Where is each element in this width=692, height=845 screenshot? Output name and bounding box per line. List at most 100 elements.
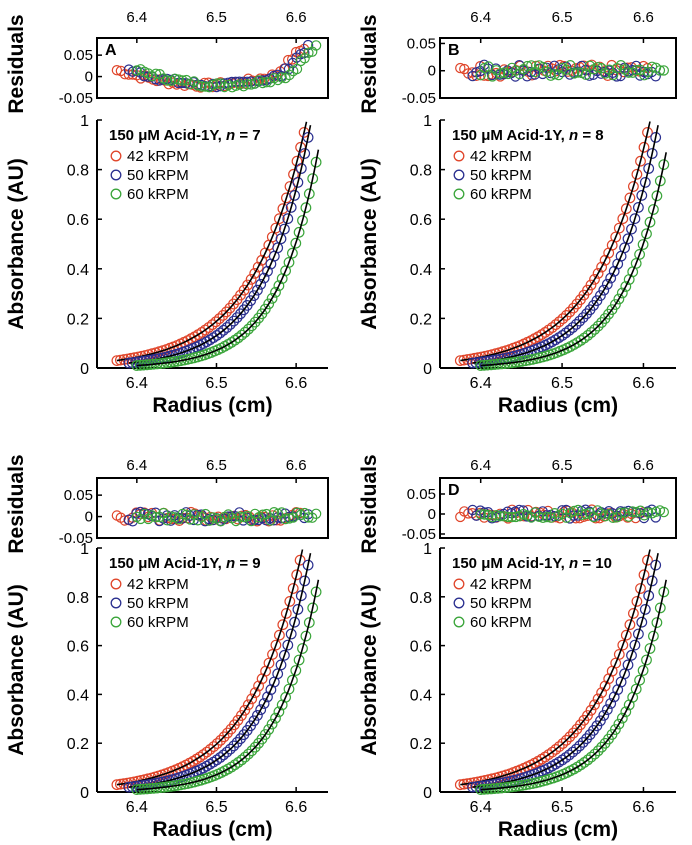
- residuals-y-tick-label: -0.05: [59, 530, 93, 547]
- residual-point: [200, 81, 211, 92]
- residual-point: [510, 511, 521, 523]
- absorbance-point: [229, 334, 241, 346]
- legend-marker: [110, 169, 122, 181]
- absorbance-y-tick-label: 0: [80, 361, 89, 378]
- top-x-tick-label: 6.4: [470, 9, 491, 26]
- legend-label: 42 kRPM: [470, 576, 532, 593]
- radius-axis-label: Radius (cm): [498, 818, 618, 841]
- condition-title-value: = 9: [235, 555, 260, 572]
- absorbance-point: [228, 315, 240, 327]
- condition-title-n: n: [569, 127, 578, 144]
- residual-point: [204, 515, 215, 526]
- residual-point: [495, 511, 506, 522]
- residual-point: [299, 53, 310, 64]
- absorbance-point: [596, 687, 607, 699]
- absorbance-point: [222, 727, 233, 739]
- legend-label: 50 kRPM: [127, 595, 189, 612]
- absorbance-point: [651, 190, 663, 202]
- absorbance-y-tick-label: 1: [423, 113, 432, 130]
- residual-point: [284, 69, 295, 81]
- absorbance-point: [642, 554, 653, 566]
- absorbance-point: [275, 659, 287, 671]
- absorbance-point: [589, 324, 601, 335]
- absorbance-point: [520, 355, 531, 367]
- absorbance-point: [218, 731, 230, 743]
- absorbance-point: [617, 213, 629, 225]
- condition-title-text: 150 μM Acid-1Y,: [109, 127, 226, 144]
- absorbance-point: [249, 268, 261, 279]
- absorbance-point: [224, 319, 236, 330]
- absorbance-point: [263, 724, 275, 735]
- absorbance-y-tick-label: 0.6: [67, 639, 89, 656]
- absorbance-point: [284, 596, 296, 607]
- absorbance-point: [582, 754, 594, 766]
- residual-point: [188, 76, 200, 87]
- residual-point: [623, 511, 634, 522]
- residual-point: [215, 78, 226, 89]
- absorbance-point: [619, 242, 630, 254]
- residual-point: [658, 506, 670, 518]
- absorbance-point: [620, 629, 632, 641]
- absorbance-point: [199, 324, 211, 336]
- absorbance-point: [585, 327, 597, 338]
- residuals-axis-label: Residuals: [358, 14, 381, 113]
- residual-point: [181, 74, 192, 86]
- absorbance-point: [255, 278, 267, 290]
- absorbance-point: [292, 604, 304, 615]
- absorbance-point: [585, 704, 597, 716]
- residual-point: [537, 512, 549, 524]
- residual-point: [584, 60, 596, 71]
- absorbance-point: [248, 290, 260, 302]
- residual-point: [627, 506, 638, 517]
- absorbance-point: [582, 330, 594, 341]
- residual-point: [127, 66, 138, 77]
- absorbance-point: [589, 274, 600, 285]
- absorbance-y-tick-label: 0.6: [410, 212, 432, 229]
- absorbance-point: [595, 290, 606, 302]
- residual-point: [475, 509, 486, 520]
- absorbance-point: [636, 616, 648, 628]
- fit-curve: [480, 579, 667, 791]
- absorbance-y-tick-label: 0: [80, 785, 89, 802]
- absorbance-point: [633, 628, 644, 640]
- absorbance-point: [266, 718, 278, 730]
- absorbance-point: [568, 727, 579, 739]
- residuals-axis-label: Residuals: [5, 14, 28, 113]
- absorbance-point: [310, 586, 322, 598]
- panel-1: 0.05 0 -0.05 6.4 6.5 6.6 Residuals A 1 0.8 0.6 0.4 0…: [5, 9, 329, 417]
- absorbance-point: [249, 741, 261, 753]
- top-x-tick-label: 6.4: [126, 9, 147, 26]
- absorbance-point: [267, 649, 278, 660]
- absorbance-point: [297, 215, 308, 226]
- legend-label: 42 kRPM: [127, 576, 189, 593]
- absorbance-point: [553, 741, 565, 752]
- condition-title-value: = 10: [578, 555, 612, 572]
- residual-point: [234, 511, 245, 522]
- absorbance-y-tick-label: 0.6: [67, 212, 89, 229]
- residuals-frame: [439, 37, 677, 99]
- residual-point: [498, 511, 510, 522]
- residuals-y-tick-label: 0.05: [407, 35, 436, 52]
- absorbance-point: [650, 559, 662, 571]
- fit-curve: [460, 549, 651, 786]
- legend-marker: [453, 169, 465, 181]
- absorbance-point: [626, 223, 637, 235]
- absorbance-point: [563, 324, 575, 336]
- absorbance-point: [598, 710, 610, 721]
- absorbance-point: [641, 228, 652, 240]
- bottom-x-tick-label: 6.5: [205, 799, 227, 816]
- absorbance-point: [292, 176, 304, 188]
- absorbance-point: [643, 590, 655, 602]
- residual-point: [596, 62, 607, 74]
- residual-point: [643, 66, 654, 78]
- absorbance-point: [616, 287, 628, 299]
- absorbance-point: [557, 754, 568, 766]
- absorbance-point: [287, 583, 299, 594]
- legend-marker: [110, 616, 122, 628]
- absorbance-point: [564, 306, 576, 318]
- absorbance-point: [285, 628, 297, 640]
- residual-point: [541, 66, 553, 78]
- absorbance-point: [557, 738, 569, 749]
- legend-label: 50 kRPM: [470, 167, 532, 184]
- absorbance-point: [245, 274, 257, 285]
